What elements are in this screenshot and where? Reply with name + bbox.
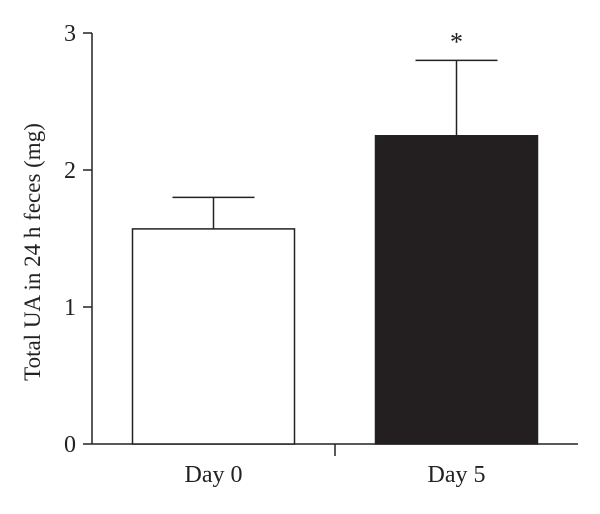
bars: [131, 59, 539, 445]
significance-marker: *: [450, 27, 463, 56]
y-tick-label: 0: [64, 432, 76, 458]
x-tick-label: Day 0: [185, 462, 243, 488]
bar-day-0: [131, 228, 296, 445]
x-tick-label: Day 5: [428, 462, 486, 488]
y-tick-label: 2: [64, 158, 76, 184]
y-axis-title: Total UA in 24 h feces (mg): [20, 123, 45, 381]
bar-day-5: [374, 135, 539, 445]
labels: 0 1 2 3 Day 0 Day 5 *: [64, 21, 485, 488]
y-tick-label: 3: [64, 21, 76, 47]
y-tick-label: 1: [64, 295, 76, 321]
